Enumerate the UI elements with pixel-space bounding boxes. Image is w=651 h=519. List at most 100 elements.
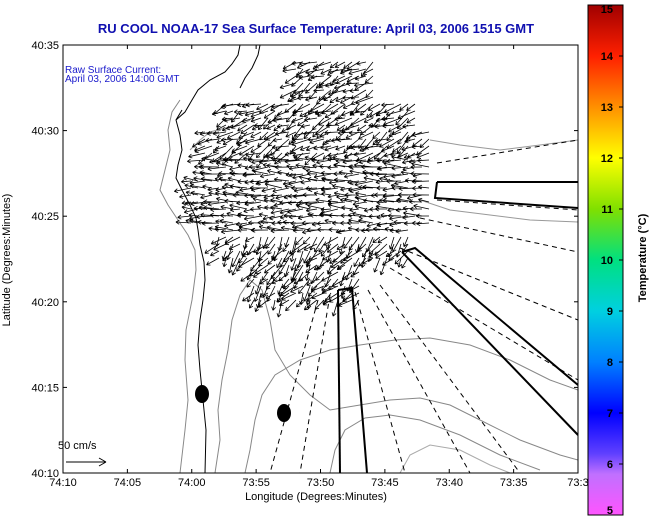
current-vector-arrow bbox=[271, 278, 283, 285]
current-vector-arrow bbox=[279, 200, 297, 206]
x-tick-label: 73:3 bbox=[567, 477, 588, 489]
current-vector-arrow bbox=[391, 173, 409, 179]
current-vector-arrow bbox=[214, 224, 234, 231]
annotation-line2: April 03, 2006 14:00 GMT bbox=[65, 74, 180, 85]
current-vector-arrow bbox=[335, 158, 353, 164]
current-vector-arrow bbox=[344, 197, 360, 203]
current-vector-arrow bbox=[279, 208, 297, 215]
current-vector-arrow bbox=[264, 205, 276, 211]
current-vector-arrow bbox=[274, 131, 290, 136]
current-vector-arrow bbox=[328, 227, 339, 233]
colorbar bbox=[587, 4, 624, 516]
current-vector-arrow bbox=[411, 179, 430, 184]
current-vector-arrow bbox=[293, 193, 311, 199]
current-vector-arrow bbox=[279, 214, 290, 220]
current-vector-arrow bbox=[388, 124, 402, 133]
current-vector-arrow bbox=[303, 131, 318, 136]
current-vector-arrow bbox=[372, 236, 381, 243]
current-vector-arrow bbox=[313, 264, 325, 271]
current-vector-arrow bbox=[194, 130, 206, 136]
current-vector-arrow bbox=[395, 110, 409, 126]
current-vector-arrow bbox=[282, 219, 297, 225]
current-vector-arrow bbox=[313, 88, 325, 93]
current-vector-arrow bbox=[324, 110, 339, 119]
current-vector-arrow bbox=[348, 130, 367, 136]
current-vector-arrow bbox=[177, 214, 192, 220]
current-vector-arrow bbox=[337, 130, 353, 136]
current-vector-arrow bbox=[383, 152, 395, 158]
current-vector-arrow bbox=[309, 212, 325, 218]
current-vector-arrow bbox=[339, 96, 353, 104]
current-vector-arrow bbox=[411, 161, 430, 168]
current-vector-arrow bbox=[287, 208, 304, 214]
current-vector-arrow bbox=[252, 169, 269, 175]
current-vector-arrow bbox=[360, 164, 381, 170]
current-vector-arrow bbox=[245, 138, 262, 145]
current-vector-arrow bbox=[394, 250, 409, 265]
x-tick-label: 73:40 bbox=[435, 477, 463, 489]
current-vector-arrow bbox=[385, 250, 395, 257]
x-tick-label: 74:00 bbox=[178, 477, 206, 489]
current-vector-arrow bbox=[222, 257, 227, 268]
current-vector-arrow bbox=[403, 211, 423, 217]
current-vector-arrow bbox=[413, 203, 430, 210]
current-vector-arrow bbox=[375, 172, 395, 177]
current-vector-arrow bbox=[344, 192, 359, 198]
current-vector-arrow bbox=[188, 152, 206, 159]
current-vector-arrow bbox=[305, 168, 325, 175]
y-tick-label: 40:20 bbox=[31, 297, 59, 309]
current-vector-arrow bbox=[305, 96, 318, 102]
current-vector-arrow bbox=[306, 278, 318, 286]
current-vector-arrow bbox=[408, 199, 423, 205]
current-vector-arrow bbox=[200, 176, 220, 182]
current-vector-arrow bbox=[364, 75, 374, 84]
current-vector-arrow bbox=[384, 226, 395, 232]
radar-wedges bbox=[269, 139, 578, 473]
current-vector-arrow bbox=[385, 110, 402, 117]
current-vector-arrow bbox=[200, 164, 220, 170]
current-vector-arrow bbox=[242, 292, 255, 302]
current-vector-arrow bbox=[291, 185, 304, 191]
station-marker-2 bbox=[277, 404, 291, 422]
current-vector-arrow bbox=[375, 179, 388, 185]
current-vector-arrow bbox=[266, 163, 283, 169]
x-tick-label: 74:05 bbox=[114, 477, 142, 489]
current-vector-arrow bbox=[374, 124, 388, 129]
bathymetry-contour-1 bbox=[159, 99, 197, 473]
current-vector-arrow bbox=[312, 124, 325, 138]
current-vector-arrow bbox=[416, 221, 430, 227]
current-vector-arrow bbox=[327, 264, 339, 275]
current-vector-arrow bbox=[203, 199, 220, 205]
current-vector-arrow bbox=[288, 172, 304, 178]
current-vector-arrow bbox=[236, 213, 255, 218]
current-vector-arrow bbox=[296, 299, 304, 308]
current-vector-arrow bbox=[205, 137, 220, 143]
current-vector-arrow bbox=[263, 117, 276, 130]
current-vector-arrow bbox=[179, 194, 192, 199]
current-vector-arrow bbox=[281, 124, 297, 133]
current-vector-arrow bbox=[356, 60, 367, 66]
current-vector-arrow bbox=[305, 257, 318, 264]
current-vector-arrow bbox=[304, 117, 318, 122]
current-vector-arrow bbox=[415, 213, 430, 219]
current-vector-arrow bbox=[341, 110, 353, 117]
current-vector-arrow bbox=[251, 159, 269, 165]
current-vector-arrow bbox=[181, 205, 192, 210]
current-vector-arrow bbox=[394, 180, 409, 186]
current-vector-arrow bbox=[203, 205, 220, 211]
current-vector-arrow bbox=[376, 110, 388, 117]
colorbar-tick-label: 9 bbox=[607, 306, 613, 318]
current-vector-arrow bbox=[328, 89, 346, 96]
current-vector-arrow bbox=[355, 227, 367, 233]
current-vector-arrow bbox=[379, 176, 395, 182]
current-vector-arrow bbox=[272, 137, 283, 143]
colorbar-ticks: 15 14 13 12 11 10 9 8 7 6 5 bbox=[601, 4, 623, 517]
current-vector-arrow bbox=[200, 212, 220, 218]
current-vector-arrow bbox=[258, 212, 269, 218]
current-vector-arrow bbox=[283, 213, 297, 219]
current-vector-arrow bbox=[335, 145, 346, 151]
current-vector-arrow bbox=[271, 299, 276, 311]
current-vector-arrow bbox=[310, 74, 325, 80]
current-vector-arrow bbox=[241, 250, 255, 258]
current-vector-arrow bbox=[340, 213, 353, 219]
